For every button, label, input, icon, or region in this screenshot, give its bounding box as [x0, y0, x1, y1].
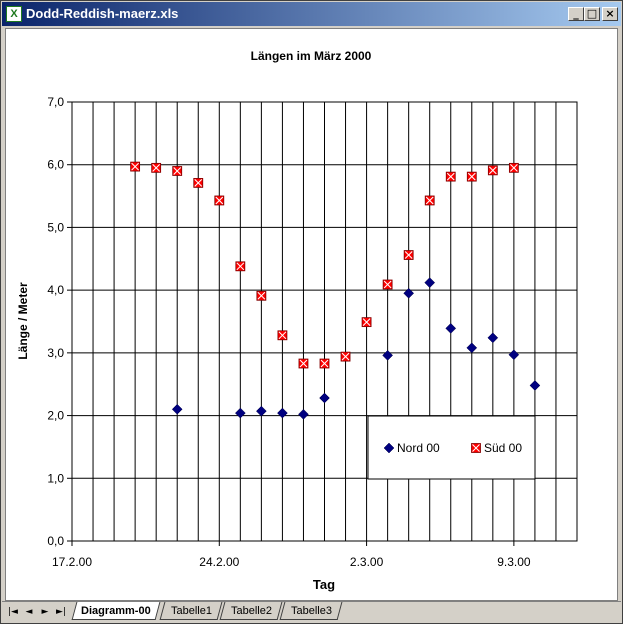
sued-point[interactable] [424, 195, 435, 206]
sued-point[interactable] [445, 171, 456, 182]
title-bar[interactable]: X Dodd-Reddish-maerz.xls _ □ × [2, 2, 621, 26]
y-tick-label: 5,0 [47, 220, 64, 234]
sued-point[interactable] [466, 171, 477, 182]
minimize-button[interactable]: _ [568, 7, 584, 21]
nord-point[interactable] [382, 350, 393, 361]
sued-point[interactable] [508, 162, 519, 173]
tab-tabelle2[interactable]: Tabelle2 [219, 602, 283, 620]
y-tick-label: 4,0 [47, 283, 64, 297]
legend-marker[interactable] [383, 442, 395, 454]
chart-title: Längen im März 2000 [251, 49, 372, 63]
nord-point[interactable] [529, 380, 541, 391]
sued-point[interactable] [151, 162, 162, 173]
y-tick-label: 1,0 [47, 471, 64, 485]
x-axis: 17.2.00 24.2.00 2.3.00 9.3.00 [52, 541, 531, 569]
sued-point[interactable] [193, 178, 204, 188]
nord-point[interactable] [171, 403, 183, 415]
sued-point[interactable] [487, 165, 498, 176]
nord-point[interactable] [403, 287, 415, 299]
first-sheet-button[interactable]: |◄ [8, 607, 18, 617]
legend[interactable]: Nord 00 Süd 00 [367, 415, 536, 480]
sheet-tab-bar: |◄ ◄ ► ►| Diagramm-00 Tabelle1 Tabelle2 … [2, 601, 621, 623]
sued-point[interactable] [277, 330, 288, 341]
tab-tabelle3[interactable]: Tabelle3 [279, 602, 343, 620]
nord-point[interactable] [256, 405, 267, 417]
x-tick-label: 24.2.00 [199, 555, 239, 569]
sued-point[interactable] [361, 317, 372, 328]
excel-icon[interactable]: X [6, 6, 22, 22]
legend-entry: Süd 00 [484, 441, 522, 455]
y-tick-label: 0,0 [47, 534, 64, 548]
next-sheet-button[interactable]: ► [41, 607, 49, 617]
scatter-chart[interactable]: Längen im März 2000 Tag Länge / Meter 0,… [6, 29, 617, 600]
legend-entry: Nord 00 [397, 441, 440, 455]
sued-point[interactable] [382, 279, 393, 290]
legend-marker[interactable] [471, 443, 481, 453]
nord-point[interactable] [508, 349, 520, 361]
sued-point[interactable] [214, 195, 225, 206]
y-tick-label: 6,0 [47, 158, 64, 172]
tab-diagramm-00[interactable]: Diagramm-00 [71, 602, 161, 620]
window-title: Dodd-Reddish-maerz.xls [26, 6, 179, 21]
nord-point[interactable] [445, 323, 457, 334]
y-tick-label: 3,0 [47, 346, 64, 360]
plot-area[interactable] [71, 101, 578, 542]
sued-point[interactable] [403, 250, 414, 260]
maximize-button[interactable]: □ [584, 7, 600, 21]
data-points [130, 161, 541, 420]
legend-box[interactable] [367, 415, 536, 480]
y-tick-label: 2,0 [47, 409, 64, 423]
sued-point[interactable] [340, 351, 351, 362]
x-tick-label: 2.3.00 [350, 555, 384, 569]
nord-point[interactable] [277, 407, 288, 419]
sued-point[interactable] [172, 166, 183, 176]
prev-sheet-button[interactable]: ◄ [25, 607, 33, 617]
tab-tabelle1[interactable]: Tabelle1 [159, 602, 223, 620]
x-axis-title: Tag [313, 577, 335, 592]
sued-point[interactable] [235, 261, 246, 272]
sued-point[interactable] [319, 358, 330, 369]
nord-point[interactable] [487, 332, 499, 344]
y-axis: 0,0 1,0 2,0 3,0 4,0 5,0 6,0 7,0 [47, 95, 72, 548]
close-button[interactable]: × [602, 7, 618, 21]
sued-point[interactable] [298, 358, 309, 369]
last-sheet-button[interactable]: ►| [56, 607, 66, 617]
sued-point[interactable] [130, 161, 141, 172]
x-tick-label: 17.2.00 [52, 555, 92, 569]
y-axis-title: Länge / Meter [16, 282, 30, 360]
nord-point[interactable] [234, 407, 246, 419]
sued-point[interactable] [256, 290, 267, 301]
chart-sheet[interactable]: Längen im März 2000 Tag Länge / Meter 0,… [5, 28, 618, 601]
nord-point[interactable] [466, 342, 478, 354]
nord-point[interactable] [298, 408, 309, 420]
nord-point[interactable] [319, 392, 330, 404]
y-tick-label: 7,0 [47, 95, 64, 109]
nord-point[interactable] [424, 277, 436, 288]
x-tick-label: 9.3.00 [497, 555, 531, 569]
